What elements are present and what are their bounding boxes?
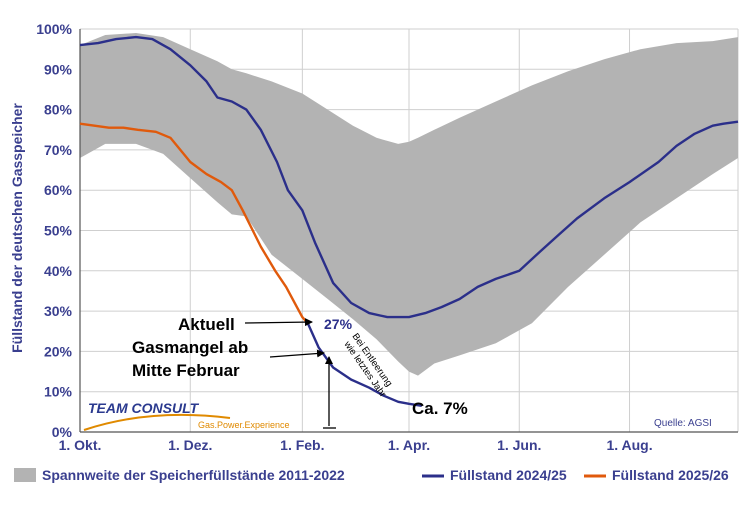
annotation-current-label: Aktuell [178,315,235,334]
legend: Spannweite der Speicherfüllstände 2011-2… [14,467,729,483]
team-consult-logo: TEAM CONSULT Gas.Power.Experience [83,400,290,431]
series-line [79,35,739,319]
y-tick-label: 60% [44,182,73,198]
arrow-current [244,318,313,327]
x-tick-label: 1. Dez. [168,437,212,453]
y-tick-label: 80% [44,102,73,118]
legend-label-band: Spannweite der Speicherfüllstände 2011-2… [42,467,345,483]
x-tick-label: 1. Apr. [388,437,430,453]
legend-swatch-band [14,468,36,482]
y-tick-label: 50% [44,223,73,239]
annotation-shortage-line2: Mitte Februar [132,361,240,380]
x-tick-label: 1. Aug. [606,437,652,453]
annotation-end-value: Ca. 7% [412,399,468,418]
y-tick-label: 100% [36,21,72,37]
x-tick-labels: 1. Okt. 1. Dez. 1. Feb. 1. Apr. 1. Jun. 1. Au… [59,437,653,453]
y-tick-label: 30% [44,303,73,319]
y-tick-label: 90% [44,61,73,77]
x-tick-label: 1. Okt. [59,437,102,453]
source-label: Quelle: AGSI [654,418,712,429]
logo-swoosh [83,413,231,431]
range-band-area [80,33,738,376]
legend-label-2025: Füllstand 2025/26 [612,467,729,483]
series-line [79,122,309,325]
logo-tagline: Gas.Power.Experience [198,420,290,430]
annotation-shortage-line1: Gasmangel ab [132,338,248,357]
y-tick-label: 10% [44,384,73,400]
y-tick-label: 40% [44,263,73,279]
logo-wordmark: TEAM CONSULT [88,400,200,416]
y-tick-labels: 0% 10% 20% 30% 40% 50% 60% 70% 80% 90% 100% [36,21,72,440]
y-tick-label: 0% [52,424,73,440]
y-tick-label: 70% [44,142,73,158]
y-tick-label: 20% [44,343,73,359]
axes [79,29,738,433]
y-axis-label: Füllstand der deutschen Gasspeicher [9,103,25,353]
x-tick-label: 1. Feb. [280,437,324,453]
arrow-shortage [269,349,325,358]
annotation-current-value: 27% [324,316,353,332]
x-tick-label: 1. Jun. [497,437,541,453]
legend-label-2024: Füllstand 2024/25 [450,467,567,483]
